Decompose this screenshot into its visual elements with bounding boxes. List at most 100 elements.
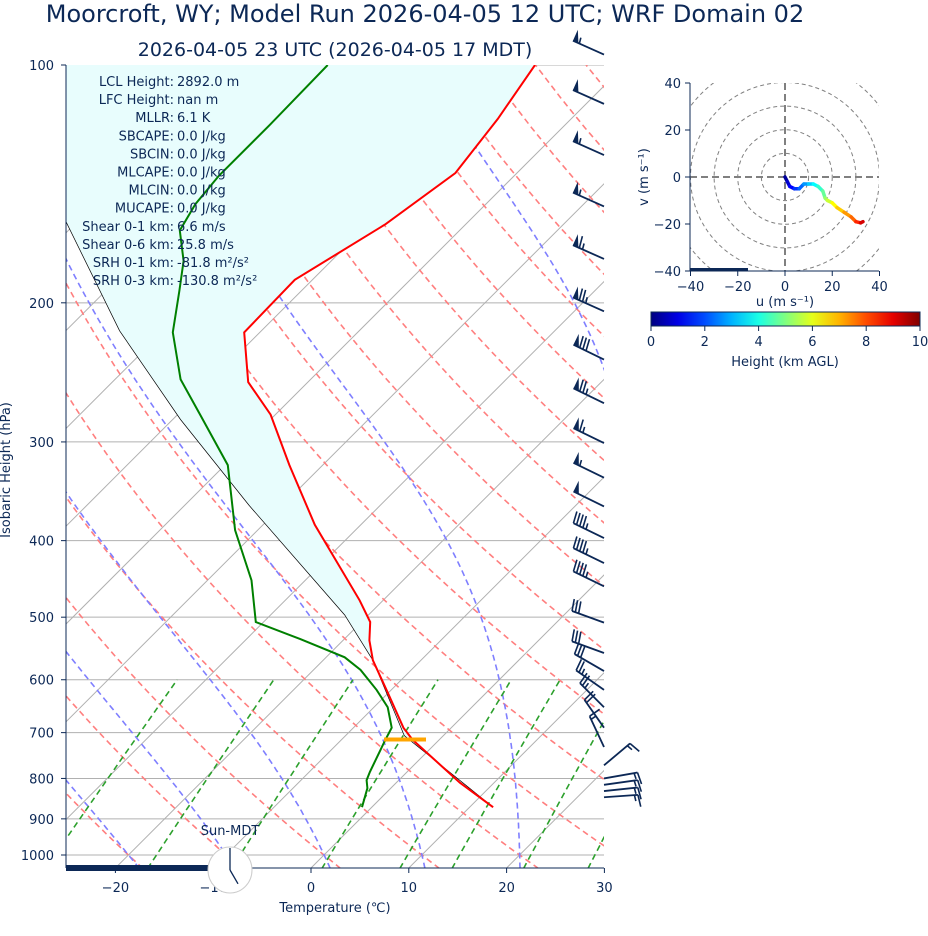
mixing-ratio-line <box>66 679 178 841</box>
hodograph-x-tick-label: −20 <box>724 280 751 295</box>
wind-barb <box>573 480 605 508</box>
moist-adiabat <box>712 65 844 869</box>
barb-shaft <box>572 191 605 208</box>
x-tick-label: 30 <box>596 881 613 896</box>
barb-full <box>581 289 587 302</box>
barb-half <box>633 772 637 780</box>
moist-adiabat <box>152 65 521 868</box>
barb-full <box>581 675 591 687</box>
barb-flag <box>573 452 579 466</box>
barb-full <box>572 511 578 524</box>
stat-value: 0.0 J/kg <box>177 202 226 217</box>
colorbar-tick-label: 2 <box>701 335 709 350</box>
stat-label: MLCIN: <box>129 184 174 199</box>
y-tick-label: 1000 <box>21 849 54 864</box>
barb-full <box>575 561 581 574</box>
stat-value: 6.6 m/s <box>177 220 226 235</box>
barb-shaft <box>571 610 605 624</box>
stat-value: 0.0 J/kg <box>177 147 226 162</box>
barb-full <box>582 337 588 350</box>
stat-label: SRH 0-1 km: <box>93 256 174 271</box>
barb-half <box>578 37 582 44</box>
barb-full <box>579 645 586 658</box>
barb-shaft <box>574 653 605 672</box>
barb-shaft <box>573 522 605 539</box>
dry-adiabat <box>382 65 604 338</box>
hodograph-y-tick-label: −20 <box>654 218 681 233</box>
barb-full <box>577 631 582 644</box>
barb-shaft <box>603 793 638 799</box>
stat-value: 2892.0 m <box>177 75 239 90</box>
hodograph-x-tick-label: −40 <box>677 280 704 295</box>
dry-adiabat <box>839 65 928 869</box>
stat-value: 25.8 m/s <box>177 238 234 253</box>
barb-full <box>573 642 580 655</box>
wind-barb <box>572 181 605 208</box>
wind-barb <box>603 771 643 785</box>
barb-full <box>585 338 591 352</box>
wind-barb <box>579 672 605 708</box>
barb-full <box>578 288 584 301</box>
barb-shaft <box>571 640 605 654</box>
barb-full <box>578 661 585 673</box>
barb-half <box>585 571 589 578</box>
barb-full <box>578 335 584 348</box>
daylight-bar <box>66 865 208 871</box>
stat-label: MLLR: <box>135 111 174 126</box>
barb-full <box>571 598 576 612</box>
dry-adiabat <box>738 65 928 869</box>
barb-full <box>629 742 640 752</box>
wind-barb <box>572 234 605 260</box>
y-tick-label: 400 <box>29 535 54 550</box>
wind-barb <box>603 779 643 792</box>
barb-full <box>576 644 583 657</box>
isotherm <box>505 769 604 868</box>
moist-adiabat <box>66 257 426 868</box>
temperature-line <box>243 65 536 809</box>
barb-flag <box>573 377 579 391</box>
barb-shaft <box>603 742 631 767</box>
barb-half <box>585 523 589 530</box>
hodograph-daylight-bar <box>690 268 748 271</box>
barb-half <box>633 794 637 802</box>
y-tick-label: 300 <box>29 436 54 451</box>
stat-label: SBCIN: <box>130 147 174 162</box>
isotherm <box>66 280 604 821</box>
dry-adiabat <box>180 65 604 587</box>
barb-full <box>572 536 578 549</box>
barb-flag <box>573 480 579 495</box>
hodograph-y-tick-label: 20 <box>664 124 681 139</box>
barb-full <box>575 659 583 671</box>
barb-half <box>581 668 586 675</box>
wind-barb <box>575 659 605 691</box>
barb-full <box>578 539 584 552</box>
wind-barb <box>571 629 605 654</box>
barb-full <box>578 419 584 432</box>
barb-full <box>637 794 642 807</box>
isotherm <box>212 476 604 868</box>
barb-full <box>575 512 581 525</box>
barb-shaft <box>588 715 605 748</box>
barb-full <box>582 381 588 394</box>
wind-barb <box>588 708 605 748</box>
colorbar-gradient <box>650 311 921 327</box>
moist-adiabat <box>66 490 331 868</box>
barb-half <box>633 787 637 794</box>
isotherm <box>310 574 604 868</box>
y-tick-label: 600 <box>29 674 54 689</box>
barb-flag <box>572 29 579 44</box>
dry-adiabat <box>281 65 604 462</box>
dry-adiabat <box>332 65 604 400</box>
wind-barb <box>572 79 605 105</box>
mixing-ratio-line <box>451 679 561 868</box>
hodograph-y-tick-label: −40 <box>654 265 681 280</box>
y-tick-label: 800 <box>29 772 54 787</box>
stat-value: 6.1 K <box>177 111 211 126</box>
barb-half <box>584 682 590 689</box>
barb-flag <box>573 333 579 348</box>
barb-flag <box>572 234 579 248</box>
dry-adiabat <box>534 65 604 152</box>
moist-adiabat <box>66 650 236 868</box>
dry-adiabat <box>66 694 243 868</box>
